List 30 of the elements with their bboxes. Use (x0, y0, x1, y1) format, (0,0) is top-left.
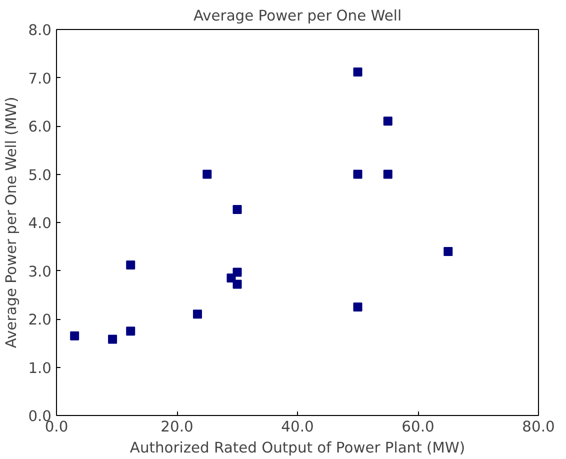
y-tick-label: 4.0 (28, 215, 52, 232)
point (353, 170, 362, 179)
x-axis-title: Authorized Rated Output of Power Plant (MW) (130, 440, 466, 456)
y-tick-label: 6.0 (28, 118, 52, 136)
point (383, 116, 392, 126)
chart-title: Average Power per One Well (193, 8, 402, 24)
point (126, 260, 136, 270)
x-tick-label: 80.0 (522, 418, 555, 436)
y-tick-label: 8.0 (28, 22, 52, 39)
point (108, 334, 118, 344)
point (383, 170, 392, 179)
x-tick-label: 20.0 (160, 418, 194, 436)
point (232, 268, 242, 277)
x-tick-label: 60.0 (402, 418, 434, 436)
y-tick-label: 5.0 (28, 166, 52, 184)
point (232, 204, 242, 214)
y-tick-label: 3.0 (28, 263, 52, 280)
y-axis-title: Average Power per One Well (MW) (3, 96, 20, 348)
point (192, 310, 202, 319)
point (70, 331, 80, 340)
point (353, 67, 362, 76)
point (126, 326, 136, 336)
y-tick-label: 1.0 (28, 360, 52, 377)
point (232, 280, 242, 289)
point (353, 302, 362, 312)
y-tick-label: 2.0 (28, 312, 52, 328)
point (444, 246, 453, 256)
y-tick-label: 7.0 (28, 70, 52, 88)
x-tick-label: 40.0 (281, 418, 314, 436)
point (202, 170, 212, 179)
